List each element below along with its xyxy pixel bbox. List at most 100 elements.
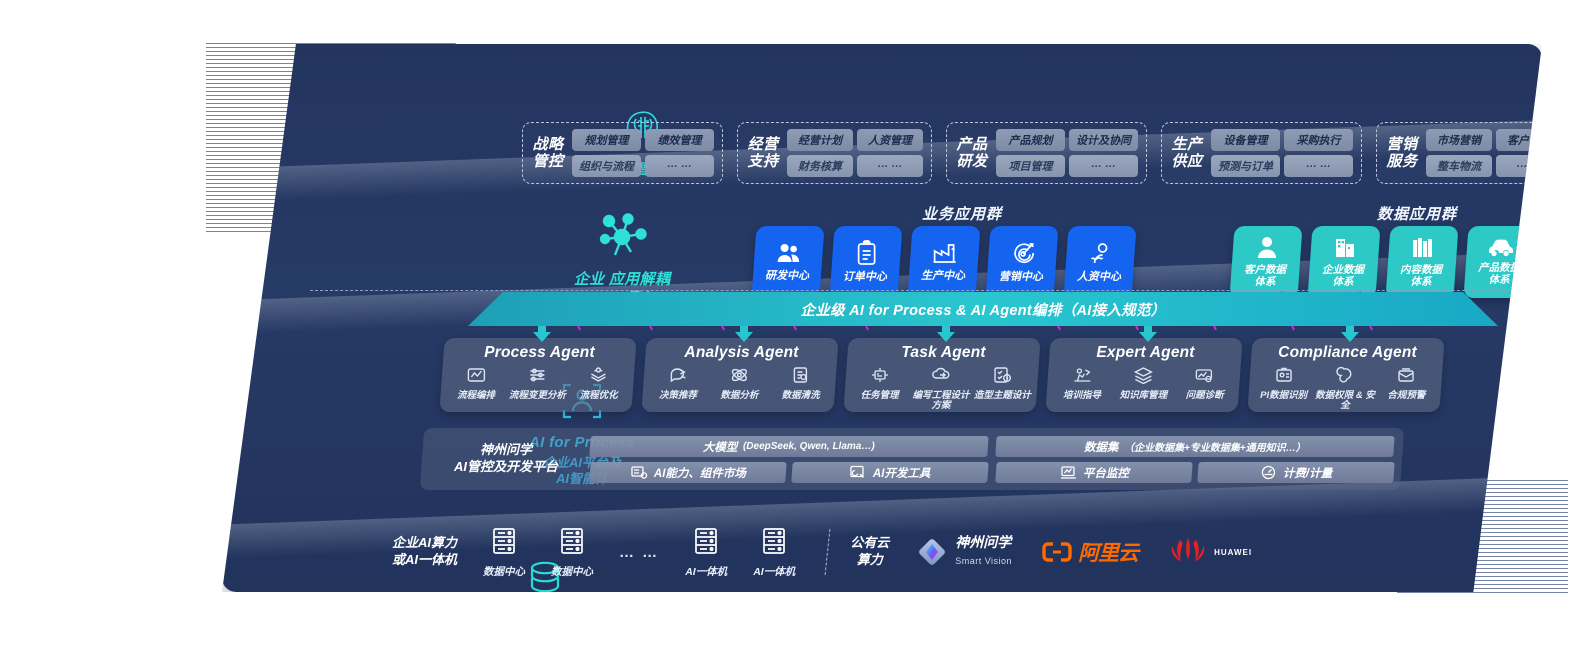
- agent-card-task[interactable]: Task Agent 任务管理 编写工程设计: [843, 338, 1041, 412]
- capability[interactable]: 数据清洗: [771, 366, 831, 401]
- devtool-icon: [850, 465, 864, 478]
- app-card-marketing-data[interactable]: 营销数据 体系: [1541, 226, 1542, 298]
- chip[interactable]: 预测与订单: [1211, 155, 1280, 177]
- capability-label: 培训指导: [1063, 390, 1102, 401]
- agent-capabilities: 任务管理 编写工程设计方案 造型主题设计: [845, 366, 1037, 412]
- agent-card-expert[interactable]: Expert Agent 培训指导 知识库管理: [1045, 338, 1243, 412]
- app-card-production-center[interactable]: 生产中心: [907, 226, 981, 298]
- platform-monitor-bar[interactable]: 平台监控: [995, 461, 1193, 483]
- domain-group-strategy[interactable]: 战略 管控 规划管理 绩效管理 组织与流程 … …: [522, 122, 723, 184]
- chip[interactable]: 规划管理: [572, 129, 641, 151]
- model-title: 大模型: [702, 441, 738, 453]
- data-app-group-title: 数据应用群: [1377, 206, 1458, 223]
- infra-node-datacenter-1[interactable]: 数据中心: [483, 526, 525, 579]
- infra-caption-line2: 或AI一体机: [392, 552, 458, 567]
- capability[interactable]: 合规预警: [1376, 366, 1436, 412]
- domain-group-marketing-service[interactable]: 营销 服务 市场营销 客户关系 整车物流 … …: [1376, 122, 1542, 184]
- card-label: 生产中心: [920, 270, 965, 283]
- group-name-line1: 经营: [747, 135, 779, 153]
- card-label: 内容数据 体系: [1400, 264, 1442, 288]
- chip[interactable]: … …: [857, 155, 923, 177]
- capability[interactable]: PI数据识别: [1254, 366, 1314, 412]
- agent-card-compliance[interactable]: Compliance Agent PI数据识别 数据权限 & 安全: [1247, 338, 1445, 412]
- group-name-line2: 研发: [956, 153, 988, 170]
- chip[interactable]: 组织与流程: [572, 155, 641, 177]
- capability[interactable]: 决策推荐: [648, 366, 708, 401]
- chip[interactable]: 绩效管理: [645, 129, 714, 151]
- domain-group-product-rd[interactable]: 产品 研发 产品规划 设计及协同 项目管理 … …: [946, 122, 1147, 184]
- logo-text: 神州问学 Smart Vision: [955, 535, 1012, 569]
- chip[interactable]: 采购执行: [1284, 129, 1353, 151]
- molecule-icon: [527, 212, 717, 265]
- domain-group-operations[interactable]: 经营 支持 经营计划 人资管理 财务核算 … …: [737, 122, 932, 184]
- app-card-marketing-center[interactable]: 营销中心: [985, 226, 1059, 298]
- capability-label: 编写工程设计方案: [912, 390, 970, 412]
- server-icon: [493, 527, 515, 554]
- chip[interactable]: … …: [1284, 155, 1353, 177]
- dataset-title: 数据集: [1083, 441, 1119, 453]
- card-label-line1: 内容数据: [1400, 263, 1443, 276]
- main-panel: 企业数智化前台 战略 管控 规划管理 绩效管理 组织与流程 … … 经营: [222, 44, 1542, 592]
- agent-card-process[interactable]: Process Agent 流程编排 流程变更分析: [439, 338, 637, 412]
- domain-group-production-supply[interactable]: 生产 供应 设备管理 采购执行 预测与订单 … …: [1161, 122, 1362, 184]
- app-card-hr-center[interactable]: 人资中心: [1063, 226, 1137, 298]
- aliyun-logo[interactable]: 阿里云: [1042, 537, 1139, 567]
- chip[interactable]: 市场营销: [1426, 129, 1492, 151]
- model-bar[interactable]: 大模型 (DeepSeek, Qwen, Llama…): [589, 435, 989, 457]
- capability[interactable]: 培训指导: [1052, 366, 1112, 401]
- infra-node-label: 数据中心: [551, 565, 594, 578]
- capability[interactable]: 流程变更分析: [507, 366, 567, 401]
- huawei-logo[interactable]: HUAWEI: [1168, 536, 1252, 569]
- chip[interactable]: 经营计划: [787, 129, 853, 151]
- agent-capabilities: 流程编排 流程变更分析 流程优化: [441, 366, 633, 401]
- chip[interactable]: 财务核算: [787, 155, 853, 177]
- ai-capability-market-bar[interactable]: AI能力、组件市场: [589, 461, 787, 483]
- capability[interactable]: 知识库管理: [1113, 366, 1173, 401]
- app-card-order-center[interactable]: 订单中心: [829, 226, 903, 298]
- dataset-bar[interactable]: 数据集 （企业数据集+专业数据集+通用知识…）: [995, 435, 1395, 457]
- building-icon: [1336, 238, 1355, 257]
- chip[interactable]: 项目管理: [996, 155, 1065, 177]
- business-app-group-title: 业务应用群: [922, 206, 1003, 223]
- app-card-product-data[interactable]: 产品数据 体系: [1463, 226, 1537, 298]
- capability[interactable]: 流程优化: [569, 366, 629, 401]
- app-card-customer-data[interactable]: 客户数据 体系: [1229, 226, 1303, 298]
- ai-band-label: 企业级 AI for Process & AI Agent编排（AI接入规范）: [800, 302, 1166, 319]
- chip[interactable]: … …: [1496, 155, 1542, 177]
- platform-name: 神州问学 AI管控及开发平台: [430, 442, 582, 476]
- chip[interactable]: 客户关系: [1496, 129, 1542, 151]
- capability[interactable]: 数据分析: [709, 366, 769, 401]
- capability[interactable]: 数据权限 & 安全: [1315, 366, 1375, 412]
- infra-node-label: AI一体机: [753, 565, 796, 578]
- chip[interactable]: 设备管理: [1211, 129, 1280, 151]
- capability[interactable]: 流程编排: [446, 366, 506, 401]
- server-icon: [695, 527, 718, 554]
- chip[interactable]: 人资管理: [857, 129, 923, 151]
- shenzhou-wenxue-logo[interactable]: 神州问学 Smart Vision: [915, 535, 1012, 569]
- group-name-line2: 管控: [532, 153, 564, 170]
- chip[interactable]: 设计及协同: [1069, 129, 1138, 151]
- chip[interactable]: … …: [1069, 155, 1138, 177]
- billing-metering-bar[interactable]: 计费/计量: [1197, 461, 1395, 483]
- logo-sub: Smart Vision: [955, 556, 1013, 566]
- app-card-content-data[interactable]: 内容数据 体系: [1385, 226, 1459, 298]
- capability[interactable]: 问题诊断: [1175, 366, 1235, 401]
- agent-card-analysis[interactable]: Analysis Agent 决策推荐 数据分析: [641, 338, 839, 412]
- capability[interactable]: 造型主题设计: [972, 366, 1032, 412]
- capability-label: 流程变更分析: [508, 390, 566, 401]
- capability[interactable]: 编写工程设计方案: [911, 366, 971, 412]
- capability-label: 数据清洗: [781, 390, 820, 401]
- app-card-enterprise-data[interactable]: 企业数据 体系: [1307, 226, 1381, 298]
- dataset-detail: （企业数据集+专业数据集+通用知识…）: [1124, 442, 1307, 454]
- chip[interactable]: 产品规划: [996, 129, 1065, 151]
- ai-devtool-bar[interactable]: AI开发工具: [791, 461, 989, 483]
- infra-node-aibox-1[interactable]: AI一体机: [685, 526, 727, 579]
- chip[interactable]: … …: [645, 155, 714, 177]
- group-name-line1: 产品: [956, 135, 988, 153]
- infra-node-aibox-2[interactable]: AI一体机: [753, 526, 795, 579]
- infra-node-datacenter-2[interactable]: 数据中心: [551, 526, 593, 579]
- chip[interactable]: 整车物流: [1426, 155, 1492, 177]
- ai-orchestration-band: 企业级 AI for Process & AI Agent编排（AI接入规范）: [468, 292, 1498, 326]
- app-card-rd-center[interactable]: 研发中心: [751, 226, 825, 298]
- capability[interactable]: 任务管理: [850, 366, 910, 412]
